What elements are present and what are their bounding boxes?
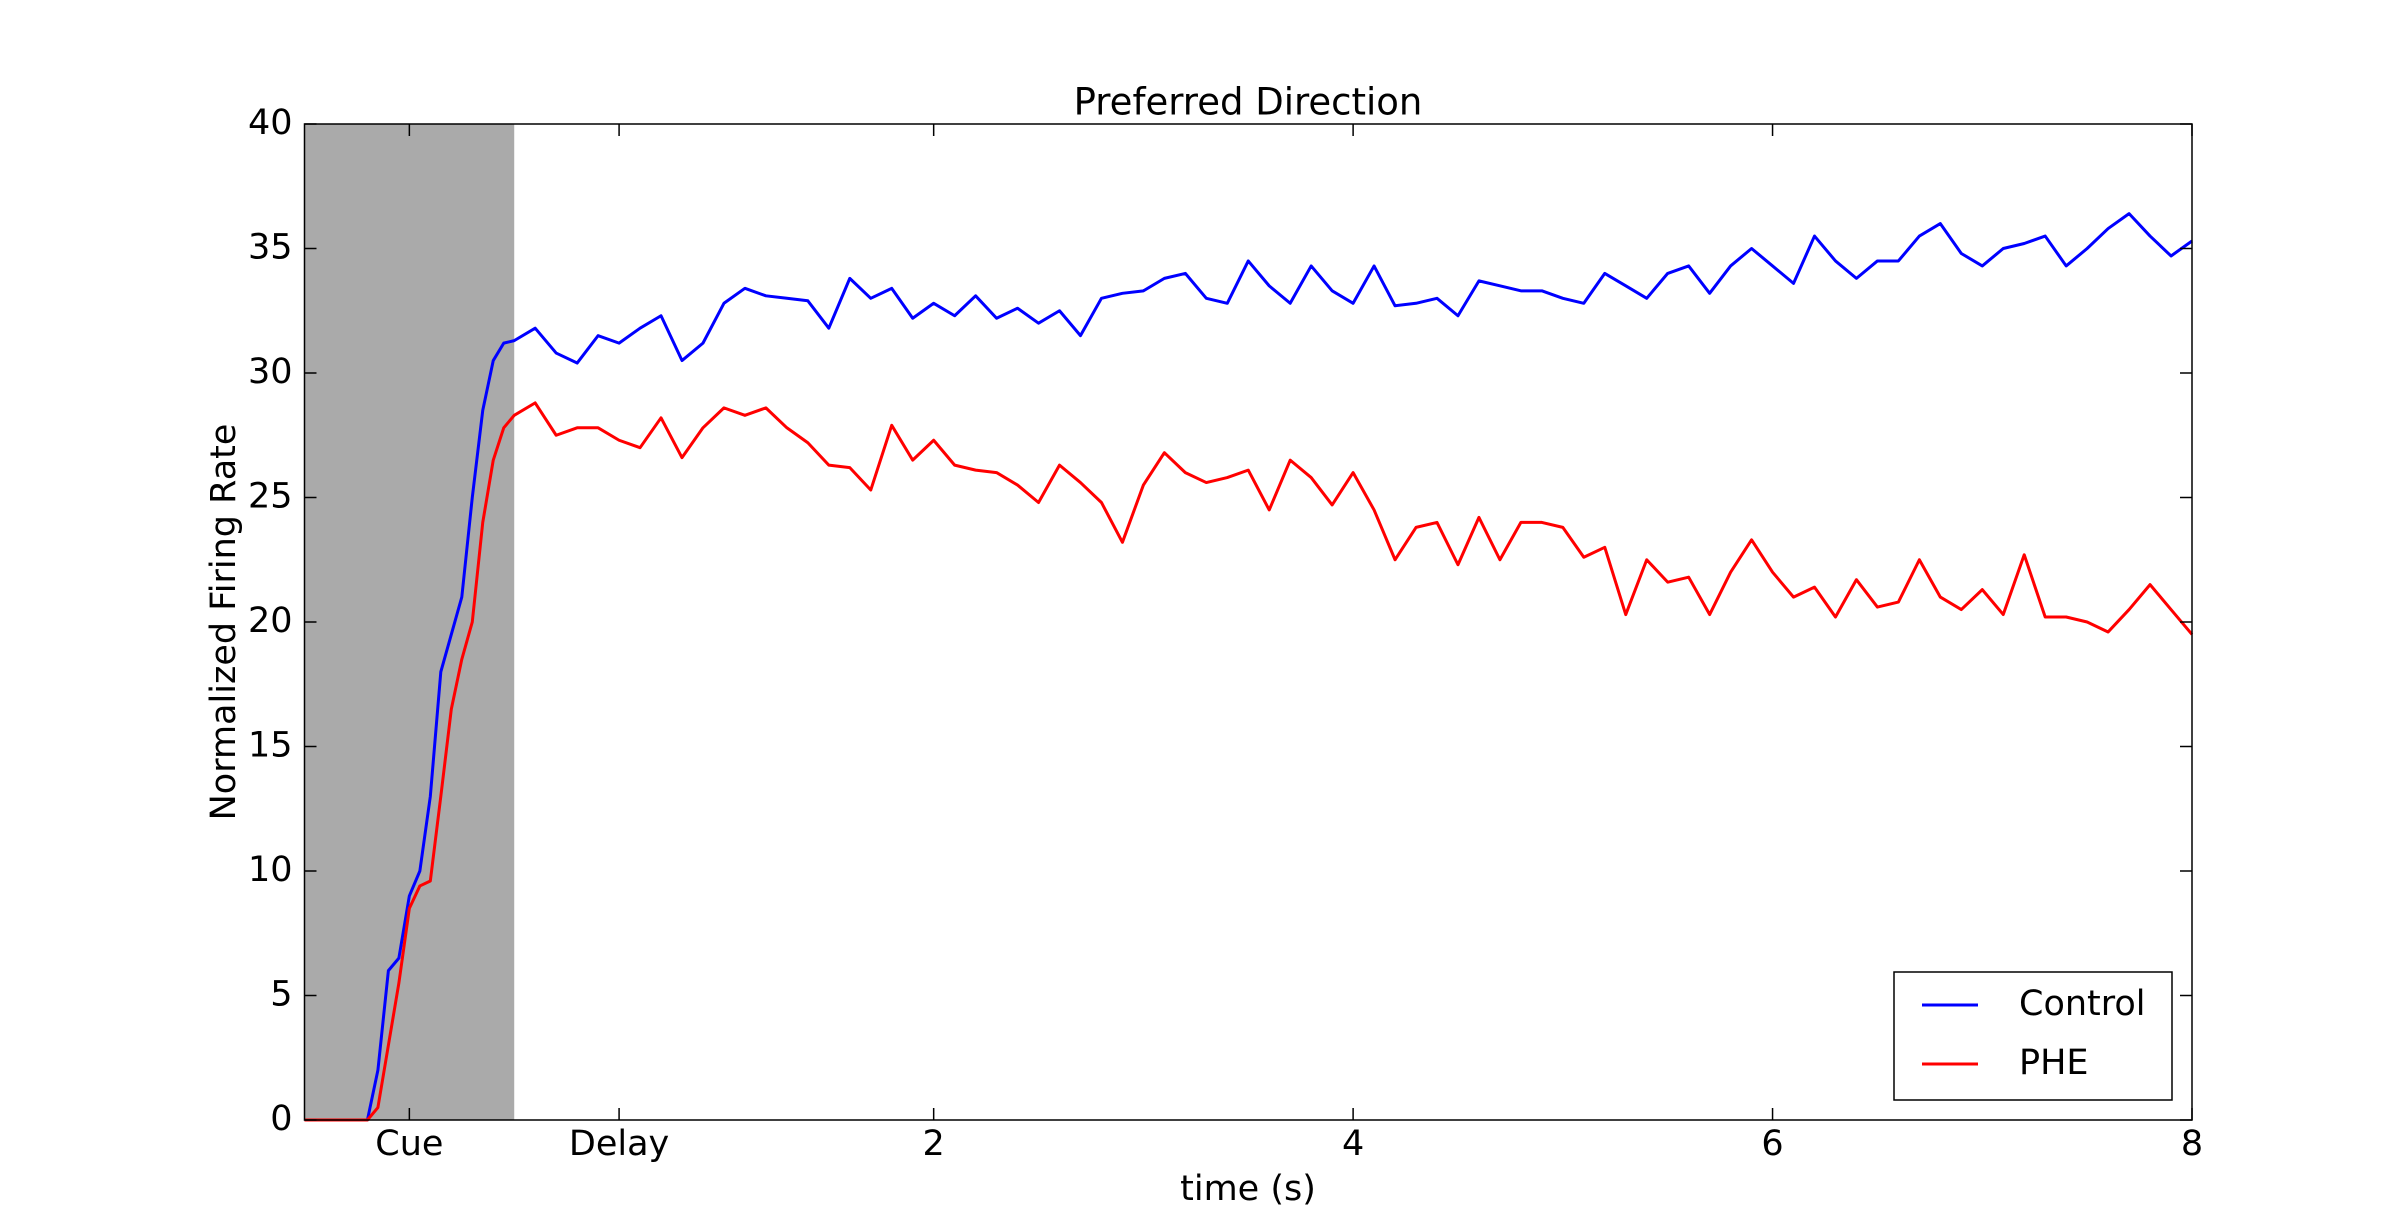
y-tick-label: 40 (248, 103, 293, 143)
x-axis-label: time (s) (1180, 1169, 1316, 1209)
y-axis-label: Normalized Firing Rate (204, 424, 244, 821)
shaded-span (304, 124, 515, 1120)
y-tick-label: 15 (248, 726, 293, 766)
y-tick-label: 5 (270, 975, 292, 1015)
y-tick-label: 35 (248, 228, 293, 268)
y-tick-label: 0 (270, 1099, 292, 1139)
x-tick-label: 2 (923, 1124, 945, 1164)
x-tick-label: Cue (375, 1124, 443, 1164)
chart-title: Preferred Direction (1074, 81, 1423, 124)
x-tick-label: 4 (1342, 1124, 1364, 1164)
x-tick-label: 8 (2181, 1124, 2203, 1164)
y-tick-label: 10 (248, 850, 293, 890)
y-tick-label: 25 (248, 477, 293, 517)
legend-label: PHE (2019, 1043, 2089, 1083)
y-tick-label: 20 (248, 601, 293, 641)
data-line (304, 212, 2193, 1122)
legend-box (1893, 971, 2173, 1101)
x-tick-label: Delay (569, 1124, 669, 1164)
plot-frame (303, 123, 2193, 1121)
data-line (304, 401, 2194, 1122)
legend-label: Control (2019, 984, 2146, 1024)
x-tick-label: 6 (1761, 1124, 1783, 1164)
y-tick-label: 30 (248, 352, 293, 392)
